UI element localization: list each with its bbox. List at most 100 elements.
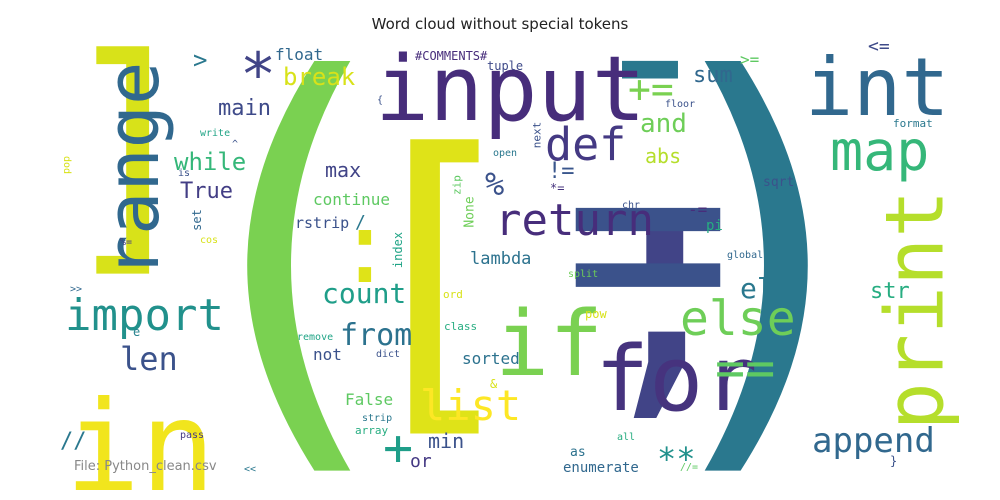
word: e [133,325,140,339]
word: >= [740,50,759,69]
word: - [584,0,716,182]
word: dict [376,349,400,360]
word: while [174,148,246,176]
word: ) [627,0,904,500]
word: for [595,327,758,432]
word: None [463,196,478,227]
word: all [617,432,635,443]
word: { [377,95,383,106]
word: } [890,454,897,468]
word: len [120,340,178,378]
word: elif [740,272,807,305]
word: str [870,279,910,304]
word: not [313,345,342,364]
word: range [91,62,175,279]
word: float [275,45,323,64]
word: #COMMENTS# [415,49,488,63]
word: continue [313,190,390,209]
word: and [640,109,687,139]
word: else [680,291,796,347]
word: main [218,96,271,121]
word: format [893,117,933,130]
word: += [628,67,674,111]
word: min [428,429,464,453]
word: + [383,419,413,477]
word: ** [657,440,696,478]
word: enumerate [563,460,639,476]
word: pop [62,156,73,174]
word: -= [688,200,707,219]
word: ord [443,288,463,301]
word: import [65,290,224,341]
word: append [812,421,935,461]
word: index [391,232,405,268]
word: // [60,429,87,454]
word: rstrip [295,214,349,232]
word: pass [180,430,204,441]
word: lambda [470,249,531,269]
word: map [830,119,929,183]
word: False [345,390,393,409]
word: write [200,128,230,139]
word: ( [152,0,429,500]
word: strip [362,413,392,424]
word: %= [120,237,132,248]
word: sqrt [763,175,794,190]
word: ^ [232,139,238,150]
word: cos [200,235,218,246]
word: <= [868,36,890,57]
word: * [240,40,276,110]
word: floor [665,99,695,110]
word: break [283,63,356,91]
word: next [531,122,544,149]
word: global [727,250,763,261]
word: //= [680,462,698,473]
word: zip [451,175,464,195]
chart-title: Word cloud without special tokens [372,15,629,33]
word: as [570,445,586,460]
word: list [420,381,521,430]
word: pow [585,307,607,321]
word: split [568,269,598,280]
word: max [325,158,361,182]
word: >> [70,284,82,295]
word: / [355,212,366,233]
word: array [355,424,388,437]
word: [ [336,84,535,468]
word: return [495,195,654,246]
word: count [322,277,406,310]
word: % [485,165,504,203]
word: & [490,377,498,391]
word: sorted [462,349,520,368]
word: : [335,189,395,306]
word: remove [297,332,333,343]
word: True [180,179,233,204]
word: != [548,159,575,184]
word: is [178,168,190,179]
word: if [495,292,603,397]
word: << [244,464,256,475]
word: or [410,451,432,472]
word: *= [550,181,564,195]
word: in [65,375,216,500]
word: pi [706,218,723,234]
word: from [340,318,412,353]
word: > [193,46,207,74]
word: = [564,76,733,402]
word: int [805,41,950,134]
word: == [715,339,775,397]
word: tuple [487,59,523,73]
word: print [869,190,962,431]
word: sum [693,63,733,88]
word: chr [622,200,640,211]
word: def [545,118,626,171]
word: set [190,209,204,231]
word: class [444,320,477,333]
word: open [493,148,517,159]
word: input [375,37,646,142]
word: ] [53,4,207,301]
word: abs [645,144,681,168]
word: ; [575,98,756,447]
